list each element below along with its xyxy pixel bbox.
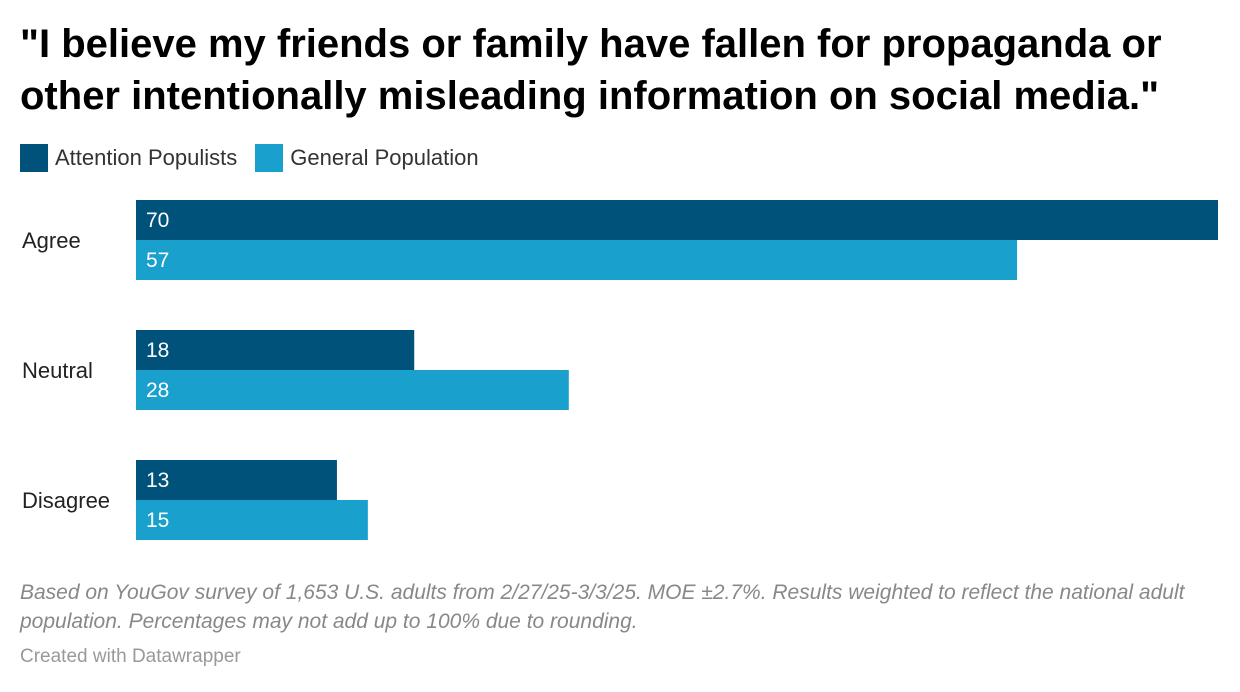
legend-label-attention-populists: Attention Populists xyxy=(55,145,238,170)
bar-disagree-general-population xyxy=(136,500,368,540)
legend-label-general-population: General Population xyxy=(290,145,479,170)
chart-notes: Based on YouGov survey of 1,653 U.S. adu… xyxy=(20,581,1185,633)
category-label-disagree: Disagree xyxy=(22,488,110,513)
bar-neutral-attention-populists xyxy=(136,330,415,370)
value-label-neutral-attention-populists: 18 xyxy=(146,339,169,362)
bar-agree-general-population xyxy=(136,240,1018,280)
bar-disagree-attention-populists xyxy=(136,460,337,500)
legend-item-general-population: General Population xyxy=(255,144,479,172)
bar-agree-attention-populists xyxy=(136,200,1218,240)
category-label-agree: Agree xyxy=(22,228,81,253)
value-label-agree-attention-populists: 70 xyxy=(146,209,169,232)
legend-item-attention-populists: Attention Populists xyxy=(20,144,237,172)
legend-swatch-attention-populists xyxy=(20,144,48,172)
value-label-neutral-general-population: 28 xyxy=(146,379,169,402)
value-label-disagree-general-population: 15 xyxy=(146,509,169,532)
category-label-neutral: Neutral xyxy=(22,358,93,383)
chart-credit: Created with Datawrapper xyxy=(20,646,241,667)
chart-title: "I believe my friends or family have fal… xyxy=(20,22,1162,118)
value-label-disagree-attention-populists: 13 xyxy=(146,469,169,492)
bar-neutral-general-population xyxy=(136,370,569,410)
legend-swatch-general-population xyxy=(255,144,284,172)
value-label-agree-general-population: 57 xyxy=(146,249,169,272)
bar-chart: Agree 70 57 Neutral 18 28 Disagree 13 15 xyxy=(22,200,1218,540)
legend: Attention Populists General Population xyxy=(20,144,497,172)
